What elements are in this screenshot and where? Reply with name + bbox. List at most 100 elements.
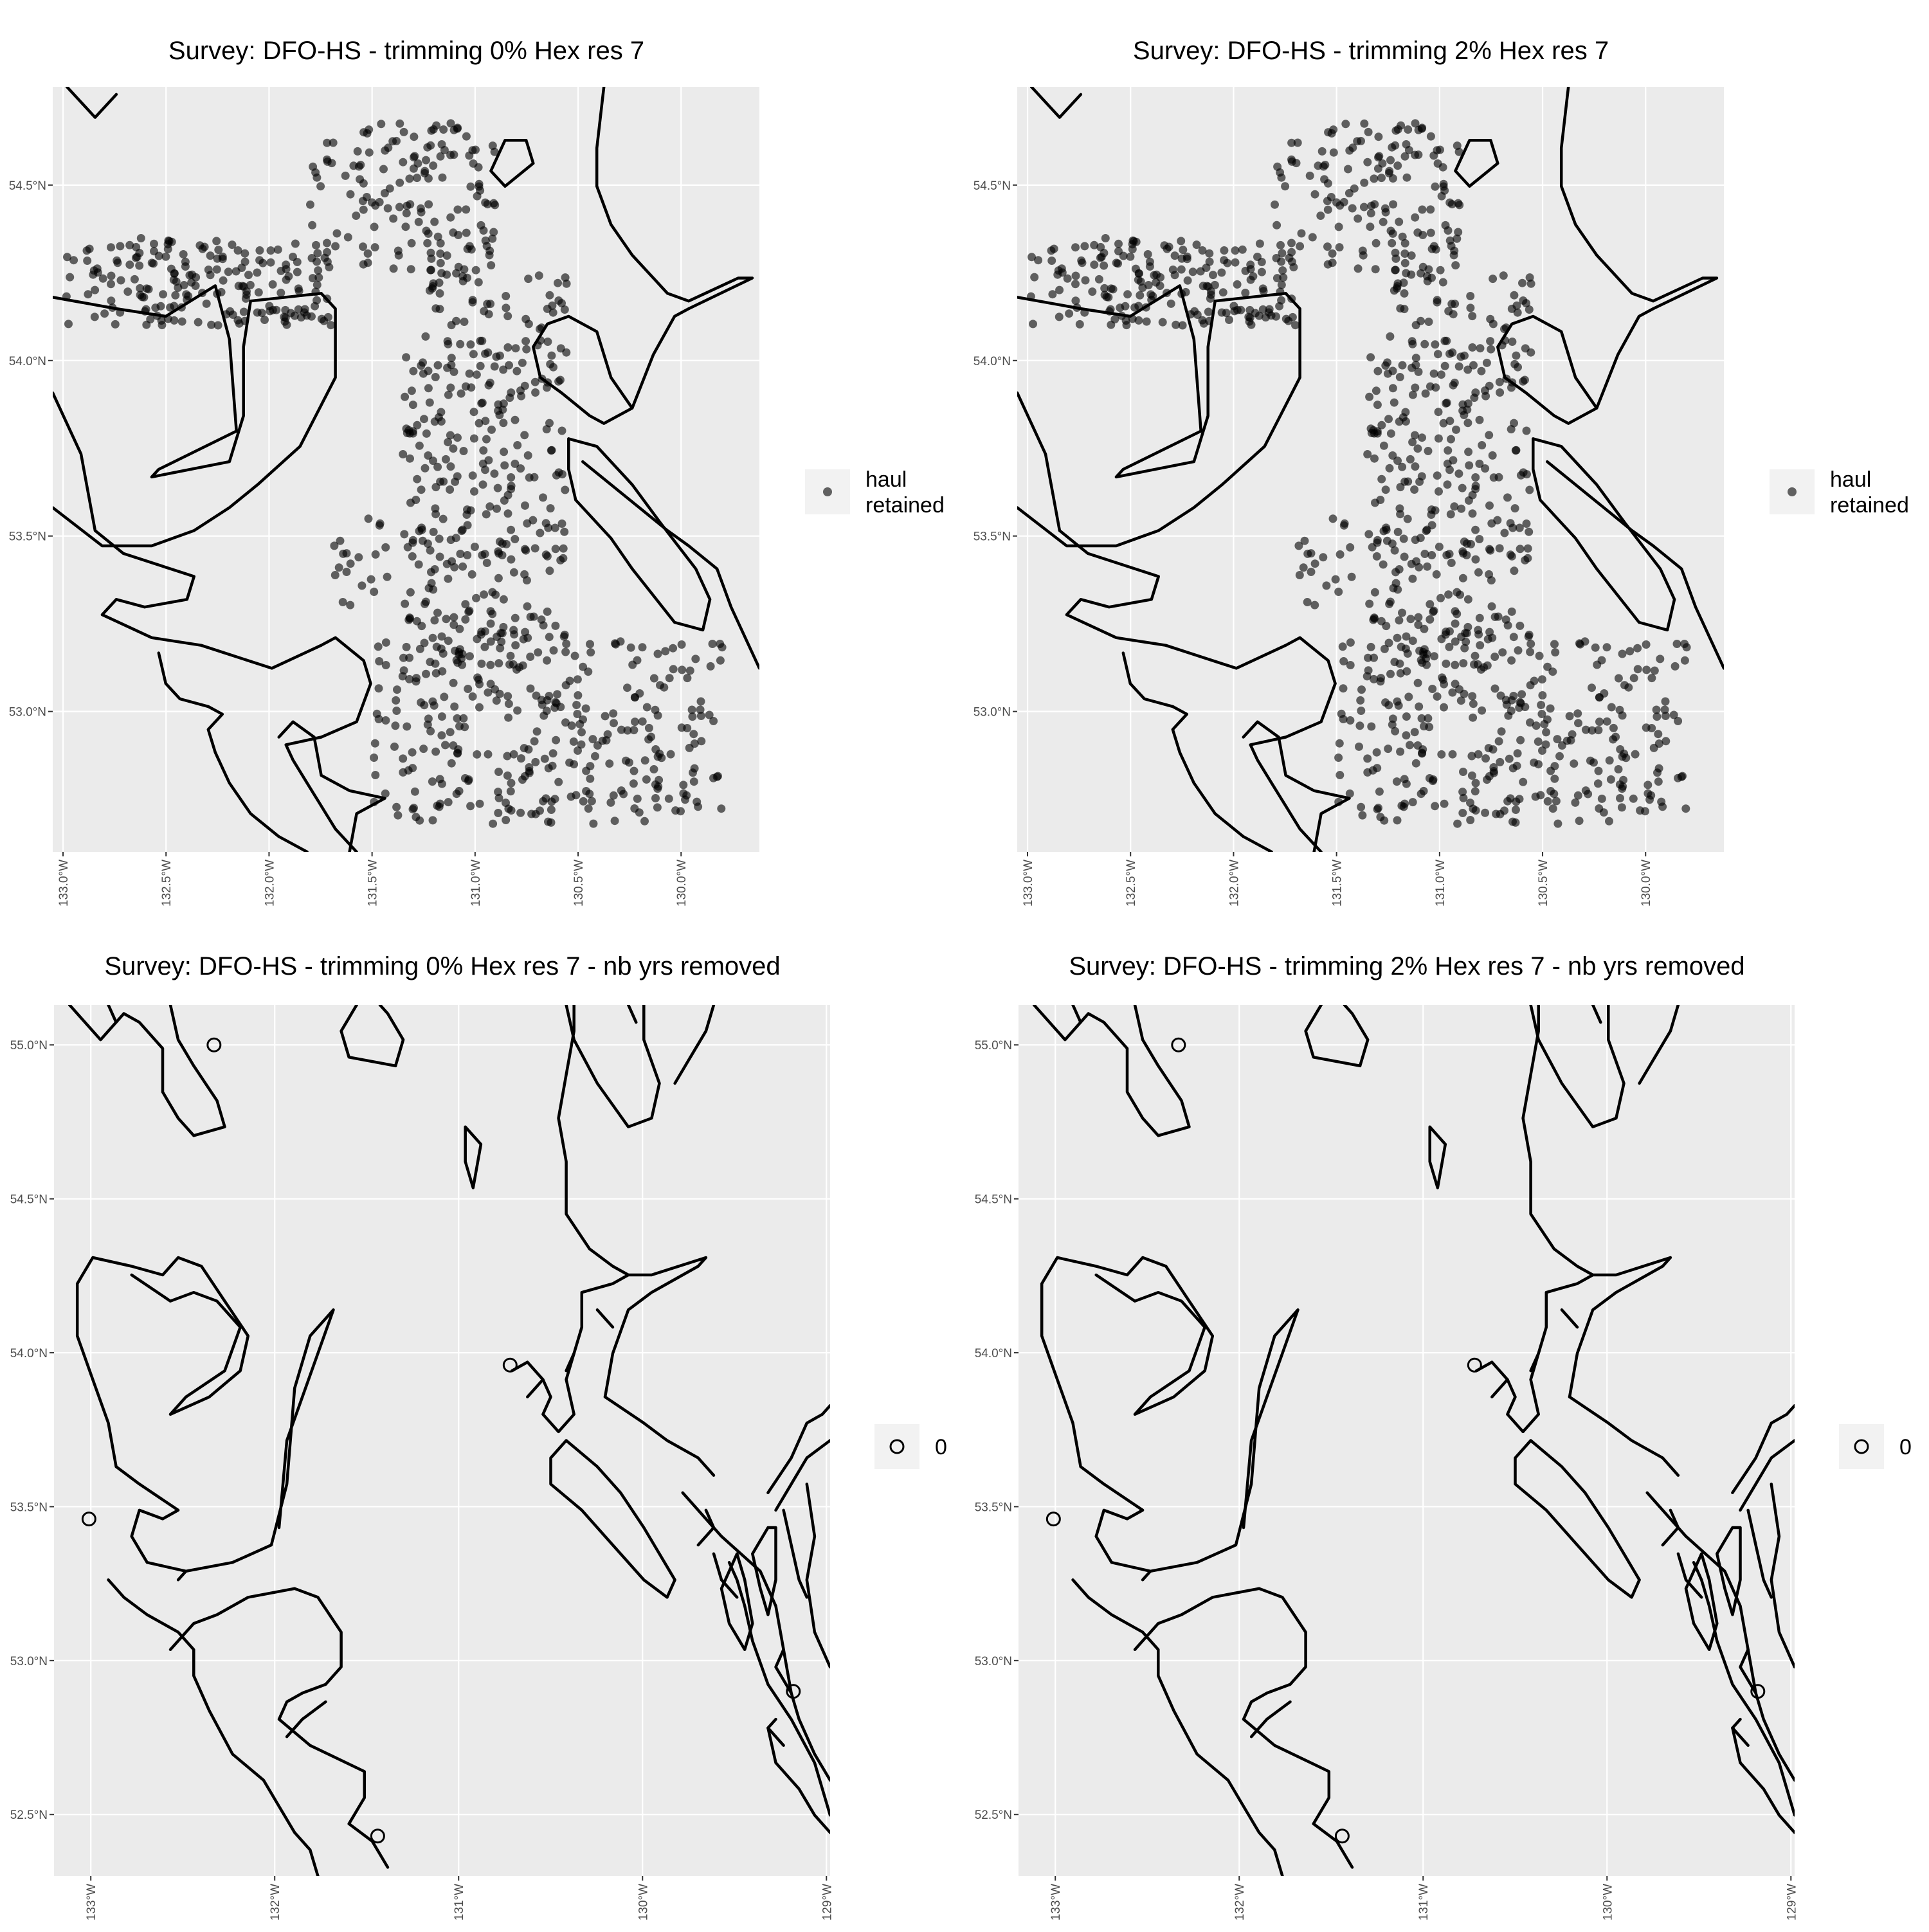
haul-point <box>374 684 383 693</box>
haul-point <box>518 358 527 367</box>
haul-point <box>431 510 440 519</box>
haul-point <box>429 527 438 536</box>
haul-point <box>579 797 588 806</box>
haul-point <box>567 721 576 730</box>
haul-point <box>1478 706 1487 715</box>
coastline-24 <box>727 1560 830 1817</box>
haul-point <box>308 274 317 283</box>
haul-point <box>381 638 390 647</box>
haul-point <box>1428 685 1437 693</box>
haul-point <box>437 269 446 278</box>
haul-point <box>439 649 448 658</box>
haul-point <box>1217 308 1226 317</box>
haul-point <box>158 321 167 330</box>
haul-point <box>381 789 390 798</box>
haul-point <box>462 228 471 237</box>
haul-point <box>125 240 134 249</box>
haul-point <box>484 750 493 759</box>
haul-point <box>1258 284 1267 293</box>
haul-point <box>462 132 471 141</box>
haul-point <box>1500 806 1508 815</box>
haul-point <box>1388 366 1397 375</box>
haul-point <box>167 264 176 273</box>
haul-point <box>1447 559 1456 567</box>
haul-point <box>1370 674 1379 683</box>
haul-point <box>1414 367 1423 376</box>
haul-point <box>1364 127 1373 136</box>
haul-point <box>228 240 237 249</box>
haul-point <box>502 816 511 824</box>
haul-point <box>1402 173 1411 182</box>
haul-point <box>712 772 721 781</box>
haul-point <box>1400 239 1409 248</box>
haul-point <box>506 651 515 660</box>
haul-point <box>477 627 486 636</box>
haul-point <box>164 236 173 245</box>
haul-point <box>1525 527 1534 536</box>
haul-point <box>534 648 543 657</box>
haul-point <box>1511 806 1520 814</box>
haul-point <box>1402 269 1411 278</box>
haul-point <box>1525 273 1534 282</box>
haul-point <box>1386 332 1395 341</box>
haul-point <box>505 393 514 402</box>
haul-point <box>1114 239 1123 248</box>
haul-point <box>1100 261 1109 270</box>
haul-point <box>1395 659 1404 668</box>
haul-point <box>142 284 151 293</box>
haul-point <box>255 246 264 255</box>
haul-point <box>1557 741 1566 750</box>
haul-point <box>446 383 455 392</box>
haul-point <box>1408 363 1417 372</box>
haul-point <box>1464 496 1473 505</box>
haul-point <box>537 615 546 624</box>
coastline-6 <box>673 1005 716 1085</box>
haul-point <box>1370 174 1379 183</box>
haul-point <box>1616 745 1625 754</box>
coastline-3 <box>1304 1005 1370 1068</box>
coastline-23 <box>1739 1439 1795 1512</box>
haul-point <box>428 633 437 642</box>
haul-point <box>1397 642 1406 651</box>
haul-point <box>1468 692 1477 701</box>
haul-point <box>523 451 532 460</box>
haul-point <box>282 275 291 284</box>
haul-point <box>1459 768 1467 776</box>
haul-point <box>331 571 340 579</box>
haul-point <box>1443 480 1452 489</box>
haul-point <box>1398 462 1407 471</box>
haul-point <box>135 261 144 270</box>
haul-point <box>1595 804 1604 813</box>
haul-point <box>451 646 460 655</box>
haul-point <box>1345 146 1354 155</box>
haul-point <box>1055 285 1064 294</box>
haul-point <box>463 273 471 282</box>
haul-point <box>1030 273 1039 282</box>
haul-point <box>1546 704 1555 713</box>
haul-point <box>1134 316 1143 325</box>
haul-point <box>1454 469 1463 478</box>
haul-point <box>407 386 416 395</box>
haul-point <box>266 246 275 255</box>
haul-point <box>490 362 499 371</box>
haul-point <box>1471 651 1480 660</box>
haul-point <box>1537 675 1546 684</box>
haul-point <box>1513 749 1522 758</box>
haul-point <box>433 232 442 241</box>
haul-point <box>182 290 191 299</box>
haul-point <box>406 454 414 463</box>
haul-point <box>1170 271 1179 280</box>
haul-point <box>417 523 426 532</box>
haul-point <box>107 280 115 289</box>
haul-point <box>466 652 474 661</box>
coastline-5 <box>626 1005 638 1024</box>
haul-point <box>461 615 470 624</box>
haul-point <box>1295 571 1304 579</box>
x-tick-label: 131°W <box>1417 1884 1431 1920</box>
haul-point <box>539 493 547 502</box>
haul-point <box>476 336 485 345</box>
haul-point <box>471 266 480 275</box>
haul-point <box>1382 523 1391 532</box>
haul-point <box>503 509 512 518</box>
